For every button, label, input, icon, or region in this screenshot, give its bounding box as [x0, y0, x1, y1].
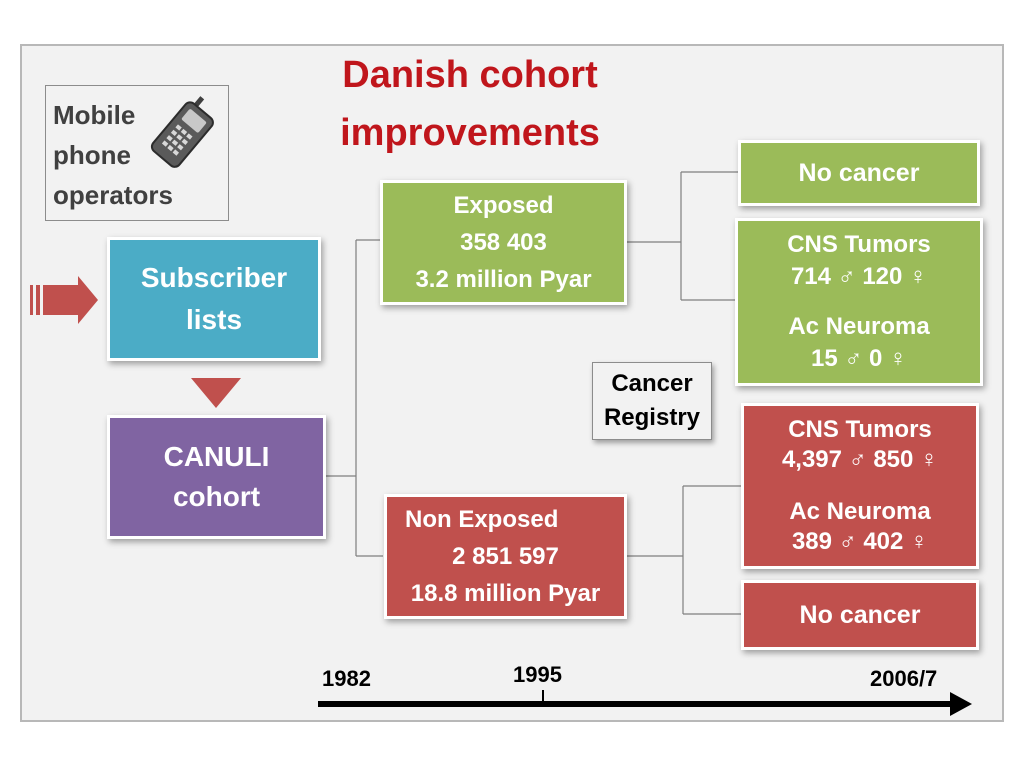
mobile-operators-box: Mobile phone operators	[45, 85, 229, 221]
down-triangle-icon	[191, 378, 241, 408]
mobile-operators-label: Mobile phone operators	[53, 100, 173, 210]
timeline-mid-label: 1995	[513, 662, 562, 687]
canuli-cohort-box: CANULI cohort	[107, 415, 326, 539]
ac-neuroma-counts: 15 ♂ 0 ♀	[810, 345, 908, 372]
timeline-arrow-icon	[318, 690, 972, 716]
timeline-end-label: 2006/7	[870, 666, 938, 691]
exposed-cancer-box: CNS Tumors 714 ♂ 120 ♀ Ac Neuroma 15 ♂ 0…	[735, 218, 983, 386]
cancer-registry-box: Cancer Registry	[592, 362, 712, 440]
right-arrow-icon	[30, 276, 98, 324]
exposed-no-cancer-box: No cancer	[738, 140, 980, 206]
non-exposed-cancer-box: CNS Tumors 4,397 ♂ 850 ♀ Ac Neuroma 389 …	[741, 403, 979, 569]
non-exposed-box: Non Exposed 2 851 597 18.8 million Pyar	[384, 494, 627, 619]
timeline-start-label: 1982	[322, 666, 371, 691]
ac-neuroma-label: Ac Neuroma	[788, 313, 930, 340]
exposed-box: Exposed 358 403 3.2 million Pyar	[380, 180, 627, 305]
cns-tumors-counts: 714 ♂ 120 ♀	[790, 263, 928, 290]
ac-neuroma-counts: 389 ♂ 402 ♀	[791, 528, 929, 555]
non-exposed-no-cancer-box: No cancer	[741, 580, 979, 650]
subscriber-lists-box: Subscriber lists	[107, 237, 321, 361]
cns-tumors-counts: 4,397 ♂ 850 ♀	[781, 446, 939, 473]
mobile-phone-icon	[150, 96, 214, 168]
page-title: Danish cohort improvements	[340, 54, 600, 154]
cns-tumors-label: CNS Tumors	[787, 231, 931, 258]
ac-neuroma-label: Ac Neuroma	[789, 498, 931, 525]
cns-tumors-label: CNS Tumors	[788, 416, 932, 443]
